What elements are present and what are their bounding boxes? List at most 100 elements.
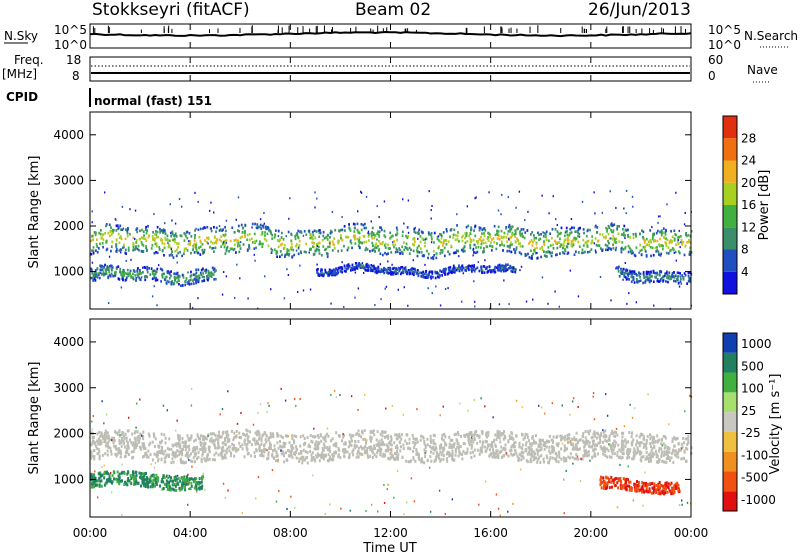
velocity-cell [686,442,689,446]
power-cell [347,236,350,239]
power-cell [682,240,685,244]
power-cell [142,236,144,240]
power-cell [326,255,329,259]
velocity-cell [454,453,457,457]
velocity-cell [434,458,437,462]
power-cell [134,209,137,212]
power-cell [622,231,625,235]
power-cell [643,241,646,244]
velocity-cell [481,432,484,436]
velocity-cell [144,478,147,482]
velocity-cell [324,436,327,440]
velocity-cell [544,444,547,448]
velocity-cell [170,476,173,480]
power-cell [482,250,484,254]
velocity-cell [513,453,516,457]
velocity-cell [179,488,182,492]
velocity-cell [126,449,129,453]
power-cell [99,272,102,275]
power-cell [432,256,434,259]
power-cell [685,233,687,236]
velocity-cell [502,437,505,441]
power-cell [483,234,486,238]
power-cell [556,253,558,256]
velocity-cell [617,443,620,447]
power-cell [671,274,673,277]
velocity-cell [572,445,575,449]
velocity-cell [419,459,422,463]
velocity-cell [446,450,449,454]
power-cell [419,235,422,238]
power-cell [211,272,213,276]
velocity-cell [575,438,578,442]
velocity-cell [592,432,595,436]
power-cell [150,267,153,270]
velocity-cell [106,431,109,435]
velocity-cell [657,439,660,443]
velocity-cell [569,452,572,456]
velocity-cell [658,460,661,464]
velocity-cell [388,457,391,461]
velocity-cell [677,455,680,459]
velocity-cell [163,433,166,437]
velocity-cell [176,434,179,438]
velocity-cell [348,440,351,444]
velocity-cell [457,454,460,458]
power-cell [413,237,416,241]
velocity-cell [112,436,115,440]
power-cell [434,270,437,274]
velocity-cell [658,447,661,451]
power-cell [264,234,266,237]
power-cell [108,255,111,258]
velocity-cell [117,447,120,451]
power-cell [346,248,349,252]
power-cell [213,235,216,238]
velocity-cell [214,445,217,449]
power-cell [609,190,611,193]
velocity-cell [127,471,130,475]
velocity-cell [549,451,552,455]
velocity-cell [194,454,197,458]
power-cell [354,296,356,299]
power-cell [151,270,154,273]
power-cell [481,239,483,243]
power-cell [581,251,583,255]
power-cell [450,244,453,248]
power-cell [453,271,456,274]
power-cell [629,272,631,275]
power-cell [570,231,573,234]
power-cell [642,271,645,274]
power-cell [524,231,527,234]
velocity-cell [649,442,652,446]
power-cell [396,232,399,235]
velocity-cell [149,453,152,457]
velocity-cell [440,443,443,447]
velocity-cell [159,441,162,445]
power-cell [610,222,613,226]
power-cell [361,241,364,245]
velocity-cell [232,438,235,442]
power-cell [224,233,227,236]
power-cell [462,247,465,251]
velocity-cell [138,445,141,449]
velocity-cell [98,454,101,458]
power-cell [506,249,509,253]
velocity-cell [162,476,165,480]
power-cell [482,265,485,268]
power-cell [324,248,326,252]
power-cell [195,244,197,247]
power-cell [622,233,625,236]
power-cell [246,233,249,237]
velocity-cell [473,433,476,437]
velocity-cell [435,451,438,455]
velocity-cell [343,451,346,455]
power-cell [317,272,320,276]
power-cell [283,246,286,250]
power-cell [457,249,460,253]
velocity-cell [132,441,135,445]
power-cell [274,234,277,237]
power-cell [464,241,467,245]
power-cell [629,250,632,254]
power-colorbar-tick: 28 [741,131,756,145]
velocity-cell [344,450,347,454]
